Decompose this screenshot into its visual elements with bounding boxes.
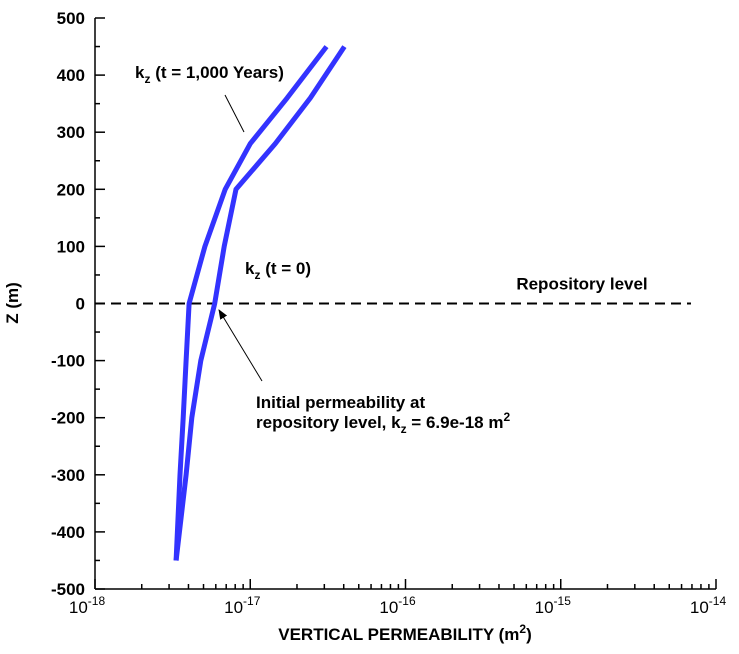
annotation: Initial permeability at xyxy=(256,393,425,412)
x-tick-label-base: 10 xyxy=(535,598,554,617)
annotation: kz (t = 0) xyxy=(245,259,311,282)
annotation: repository level, kz = 6.9e-18 m2 xyxy=(256,410,510,436)
x-tick-label-base: 10 xyxy=(379,598,398,617)
x-tick-label: 10-14 xyxy=(690,594,727,617)
y-tick-label: 500 xyxy=(57,9,85,28)
annotation-text: = 6.9e-18 m xyxy=(407,413,504,432)
annotation-text: repository level, k xyxy=(256,413,401,432)
leader-arrow xyxy=(218,309,263,382)
annotation-sub: z xyxy=(401,422,407,436)
y-tick-label: -200 xyxy=(51,409,85,428)
y-tick-label: 300 xyxy=(57,123,85,142)
series-line xyxy=(173,45,329,561)
y-tick-label: -300 xyxy=(51,466,85,485)
leader-line xyxy=(224,94,245,133)
annotation-text: k xyxy=(135,63,145,82)
x-tick-label: 10-18 xyxy=(69,594,106,617)
x-axis-label-sup: 2 xyxy=(519,622,526,636)
x-tick-label-base: 10 xyxy=(69,598,88,617)
annotation-sub: z xyxy=(254,268,260,282)
y-tick-label: -400 xyxy=(51,523,85,542)
x-tick-label: 10-15 xyxy=(535,594,572,617)
x-tick-label-base: 10 xyxy=(690,598,709,617)
x-tick-label: 10-17 xyxy=(224,594,261,617)
annotation-text: (t = 0) xyxy=(260,259,311,278)
x-tick-label-exponent: -14 xyxy=(709,594,727,608)
x-tick-label-exponent: -17 xyxy=(243,594,261,608)
y-tick-label: 100 xyxy=(57,237,85,256)
y-tick-label: -100 xyxy=(51,352,85,371)
y-tick-label: 0 xyxy=(76,295,85,314)
x-tick-label: 10-16 xyxy=(379,594,416,617)
x-tick-label-base: 10 xyxy=(224,598,243,617)
y-tick-label: 400 xyxy=(57,66,85,85)
x-axis-label-text: VERTICAL PERMEABILITY (m xyxy=(278,625,519,644)
annotation: kz (t = 1,000 Years) xyxy=(135,63,284,86)
reference-label: Repository level xyxy=(516,275,647,294)
x-tick-label-exponent: -18 xyxy=(88,594,106,608)
x-axis-label-text: ) xyxy=(526,625,532,644)
y-axis-label: Z (m) xyxy=(3,282,22,324)
annotation-text: (t = 1,000 Years) xyxy=(150,63,283,82)
x-tick-label-exponent: -16 xyxy=(398,594,416,608)
series-line xyxy=(173,45,347,561)
x-tick-label-exponent: -15 xyxy=(554,594,572,608)
x-axis-label: VERTICAL PERMEABILITY (m2) xyxy=(278,622,532,644)
annotation-sup: 2 xyxy=(503,410,510,424)
annotation-text: k xyxy=(245,259,255,278)
annotation-sub: z xyxy=(144,72,150,86)
y-tick-label: -500 xyxy=(51,580,85,599)
y-tick-label: 200 xyxy=(57,180,85,199)
